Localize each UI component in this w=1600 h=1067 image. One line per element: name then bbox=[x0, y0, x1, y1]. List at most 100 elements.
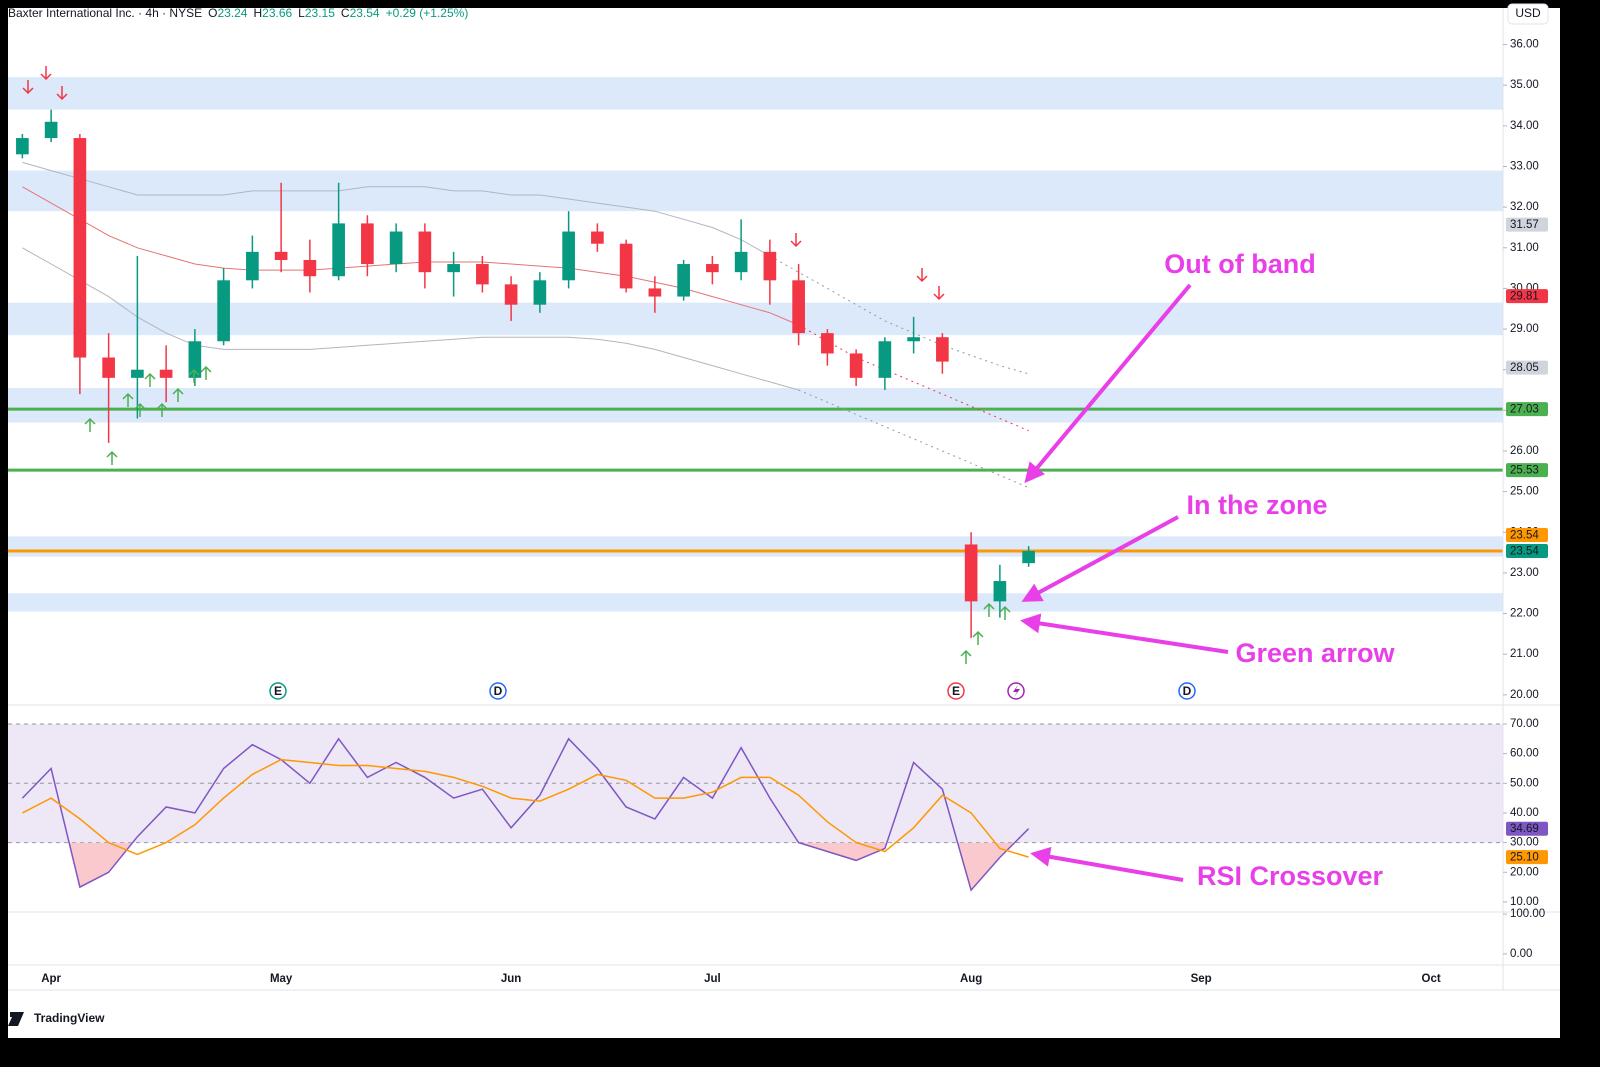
zone bbox=[8, 302, 1503, 336]
candle-body bbox=[648, 288, 662, 297]
y-tick-label: 36.00 bbox=[1510, 39, 1539, 51]
annotation: In the zone bbox=[1187, 490, 1328, 520]
candle-body bbox=[361, 223, 374, 265]
ohlc-value: 23.66 bbox=[262, 6, 292, 20]
candle-body bbox=[763, 251, 777, 281]
x-tick-label: Oct bbox=[1422, 973, 1441, 985]
annotation-arrows bbox=[1020, 283, 1229, 882]
buy-signal bbox=[144, 372, 156, 387]
price-label-box bbox=[1506, 543, 1548, 558]
y-tick-label: 25.00 bbox=[1510, 486, 1539, 498]
price-pane bbox=[8, 77, 1503, 892]
arrow bbox=[1024, 283, 1192, 484]
candle-body bbox=[936, 337, 949, 362]
candle-body bbox=[533, 280, 547, 305]
buy-signal bbox=[200, 365, 212, 380]
candle-body bbox=[418, 231, 432, 273]
y-tick-label: 0.00 bbox=[1510, 948, 1532, 960]
price-label: 29.81 bbox=[1510, 291, 1539, 303]
y-tick-label: 31.00 bbox=[1510, 242, 1539, 254]
annotation: Out of band bbox=[1164, 249, 1315, 279]
event-label: D bbox=[494, 684, 503, 698]
y-tick-label: 30.00 bbox=[1510, 837, 1539, 849]
currency[interactable]: USD bbox=[1515, 6, 1541, 20]
x-tick-label: Apr bbox=[41, 973, 61, 985]
currency-box[interactable] bbox=[1507, 3, 1549, 25]
price-label: 25.53 bbox=[1510, 465, 1539, 477]
buy-signal bbox=[960, 649, 972, 664]
candle-body bbox=[246, 251, 259, 281]
event-label: E bbox=[274, 684, 282, 698]
arrow bbox=[1021, 515, 1179, 602]
sell-signal bbox=[933, 286, 945, 301]
y-tick-label: 26.00 bbox=[1510, 445, 1539, 457]
price-label: 28.05 bbox=[1510, 362, 1539, 374]
candle-body bbox=[677, 264, 690, 297]
candle-body bbox=[274, 251, 288, 260]
sell-signal bbox=[790, 233, 802, 248]
candle-body bbox=[188, 341, 202, 378]
ohlc-value: 23.24 bbox=[217, 6, 247, 20]
candle-body bbox=[447, 264, 460, 273]
indicator-line bbox=[798, 324, 1029, 432]
event-marker bbox=[1178, 682, 1196, 700]
candle-body bbox=[1022, 550, 1035, 564]
change: +0.29 (+1.25%) bbox=[386, 6, 469, 20]
candle-body bbox=[217, 280, 230, 342]
sell-signal bbox=[916, 268, 928, 283]
candle-body bbox=[102, 357, 115, 378]
y-tick-label: 20.00 bbox=[1510, 866, 1539, 878]
event-marker bbox=[947, 682, 965, 700]
arrow bbox=[1030, 846, 1184, 882]
y-tick-label: 33.00 bbox=[1510, 161, 1539, 173]
event-label: E bbox=[952, 684, 960, 698]
candle-body bbox=[964, 544, 978, 602]
candle-body bbox=[303, 259, 317, 277]
ohlc-value: 23.15 bbox=[305, 6, 335, 20]
y-tick-label: 50.00 bbox=[1510, 777, 1539, 789]
candle-body bbox=[734, 251, 748, 273]
buy-signal bbox=[106, 450, 118, 465]
candle-body bbox=[591, 231, 604, 244]
price-label-box bbox=[1506, 217, 1548, 232]
y-tick-label: 22.00 bbox=[1510, 608, 1539, 620]
candle-body bbox=[44, 121, 58, 139]
candle-body bbox=[332, 223, 345, 277]
indicator-line bbox=[22, 247, 799, 391]
logo: TradingView bbox=[34, 1011, 105, 1025]
price-label-box bbox=[1506, 527, 1548, 542]
candle-body bbox=[16, 138, 29, 155]
annotation: Green arrow bbox=[1235, 638, 1395, 668]
event-label: D bbox=[1183, 684, 1192, 698]
y-tick-label: 32.00 bbox=[1510, 201, 1539, 213]
header: Baxter International Inc. · 4h · NYSE O23… bbox=[8, 6, 468, 20]
x-tick-label: Sep bbox=[1191, 973, 1212, 985]
annotation: RSI Crossover bbox=[1197, 861, 1384, 891]
buy-signal bbox=[999, 605, 1011, 620]
candle-body bbox=[131, 369, 144, 378]
buy-signal bbox=[972, 630, 984, 645]
price-label-box bbox=[1506, 360, 1548, 375]
lightning bbox=[1013, 685, 1020, 697]
y-tick-label: 29.00 bbox=[1510, 323, 1539, 335]
candle-body bbox=[476, 264, 489, 285]
candle-body bbox=[562, 231, 575, 281]
sell-signal bbox=[22, 80, 34, 95]
sell-signal bbox=[40, 66, 52, 81]
ohlc-label: O bbox=[208, 6, 217, 20]
price-label: 27.03 bbox=[1510, 404, 1539, 416]
buy-signal bbox=[188, 368, 200, 383]
ohlc-value: 23.54 bbox=[350, 6, 380, 20]
x-tick-label: Jun bbox=[501, 973, 521, 985]
event-marker bbox=[489, 682, 507, 700]
oversold-fill bbox=[22, 842, 1029, 891]
indicator-line bbox=[769, 255, 1029, 375]
zone bbox=[8, 387, 1503, 423]
price-label: 31.57 bbox=[1510, 219, 1539, 231]
price-label: 25.10 bbox=[1510, 852, 1539, 864]
price-label-box bbox=[1506, 821, 1548, 836]
y-tick-label: 35.00 bbox=[1510, 79, 1539, 91]
y-tick-label: 60.00 bbox=[1510, 748, 1539, 760]
